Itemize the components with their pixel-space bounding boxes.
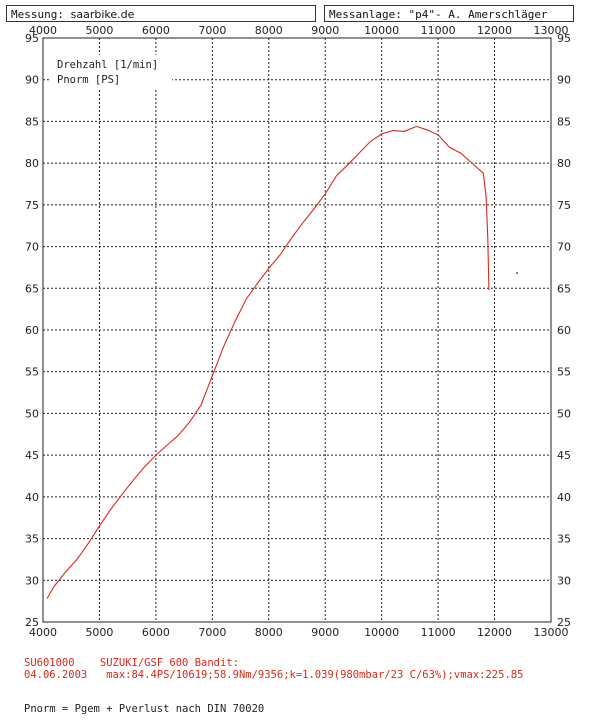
y-tick-label-right: 80	[557, 157, 571, 170]
y-tick-label-left: 90	[25, 74, 39, 87]
chart-speck	[516, 272, 518, 274]
x-tick-label-bottom: 7000	[198, 626, 226, 639]
footer-code: SU601000	[24, 657, 75, 669]
y-tick-label-left: 60	[25, 324, 39, 337]
x-tick-label-bottom: 11000	[421, 626, 456, 639]
y-tick-label-left: 40	[25, 491, 39, 504]
y-tick-label-right: 45	[557, 449, 571, 462]
y-tick-label-right: 60	[557, 324, 571, 337]
legend-power-label: Pnorm [PS]	[57, 74, 120, 86]
y-tick-label-left: 35	[25, 533, 39, 546]
power-curve	[47, 126, 489, 598]
y-tick-label-left: 55	[25, 366, 39, 379]
y-tick-label-left: 85	[25, 115, 39, 128]
y-tick-label-right: 85	[557, 115, 571, 128]
x-tick-label-top: 5000	[85, 24, 113, 37]
x-tick-label-top: 6000	[142, 24, 170, 37]
y-tick-label-left: 80	[25, 157, 39, 170]
y-tick-label-left: 50	[25, 407, 39, 420]
y-tick-label-right: 25	[557, 616, 571, 629]
y-tick-label-right: 95	[557, 32, 571, 45]
y-tick-label-right: 50	[557, 407, 571, 420]
y-tick-label-left: 95	[25, 32, 39, 45]
y-tick-label-right: 55	[557, 366, 571, 379]
y-tick-label-left: 25	[25, 616, 39, 629]
y-tick-label-right: 90	[557, 74, 571, 87]
y-tick-label-right: 75	[557, 199, 571, 212]
x-tick-label-bottom: 6000	[142, 626, 170, 639]
x-tick-label-bottom: 5000	[85, 626, 113, 639]
x-tick-label-top: 11000	[421, 24, 456, 37]
chart-tick-labels: 4000400050005000600060007000700080008000…	[25, 24, 571, 639]
legend-rpm-label: Drehzahl [1/min]	[57, 59, 158, 71]
x-tick-label-top: 8000	[255, 24, 283, 37]
footer-specs: max:84.4PS/10619;58.9Nm/9356;k=1.039(980…	[106, 669, 523, 681]
x-tick-label-top: 10000	[364, 24, 399, 37]
footer-note: Pnorm = Pgem + Pverlust nach DIN 70020	[24, 703, 264, 715]
x-tick-label-top: 9000	[311, 24, 339, 37]
y-tick-label-left: 45	[25, 449, 39, 462]
footer-line-1: SU601000 SUZUKI/GSF 600 Bandit:	[24, 657, 239, 669]
x-tick-label-bottom: 12000	[477, 626, 512, 639]
footer-model: SUZUKI/GSF 600 Bandit:	[100, 657, 239, 669]
x-tick-label-bottom: 8000	[255, 626, 283, 639]
footer-date: 04.06.2003	[24, 669, 87, 681]
y-tick-label-right: 35	[557, 533, 571, 546]
x-tick-label-bottom: 9000	[311, 626, 339, 639]
y-tick-label-right: 65	[557, 282, 571, 295]
x-tick-label-top: 7000	[198, 24, 226, 37]
y-tick-label-right: 40	[557, 491, 571, 504]
chart-grid	[43, 38, 551, 622]
y-tick-label-right: 70	[557, 241, 571, 254]
footer-line-2: 04.06.2003 max:84.4PS/10619;58.9Nm/9356;…	[24, 669, 523, 681]
x-tick-label-bottom: 10000	[364, 626, 399, 639]
x-tick-label-top: 12000	[477, 24, 512, 37]
y-tick-label-left: 65	[25, 282, 39, 295]
y-tick-label-right: 30	[557, 574, 571, 587]
y-tick-label-left: 70	[25, 241, 39, 254]
y-tick-label-left: 75	[25, 199, 39, 212]
y-tick-label-left: 30	[25, 574, 39, 587]
